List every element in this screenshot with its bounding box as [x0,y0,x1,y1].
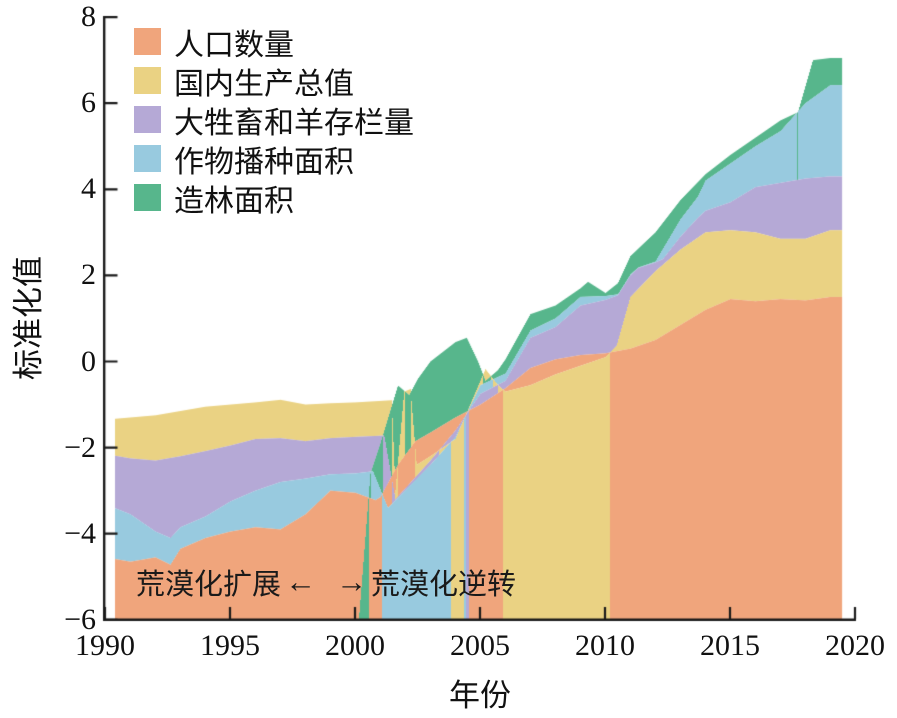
y-tick-label: −2 [64,430,96,464]
legend-swatch-afforestation-icon [134,184,161,211]
arrow-right-icon: → [336,563,368,599]
legend-swatch-population-icon [134,28,161,55]
legend-item-population: 人口数量 [134,22,414,62]
y-tick-label: 2 [81,258,96,292]
legend-swatch-livestock-icon [134,106,161,133]
annotation-reversal-text: 荒漠化逆转 [371,568,517,601]
legend-label-livestock: 大牲畜和羊存栏量 [174,106,414,140]
x-tick-label: 2015 [700,629,760,662]
y-tick-label: 6 [81,86,96,120]
arrow-left-icon: ← [285,563,317,599]
x-tick-label: 2005 [450,629,510,662]
legend-label-afforestation: 造林面积 [174,184,294,218]
legend-item-gdp: 国内生产总值 [134,61,414,101]
legend-swatch-crop-area-icon [134,145,161,172]
y-tick-label: 8 [81,0,96,34]
legend-label-crop-area: 作物播种面积 [174,145,354,179]
legend-item-afforestation: 造林面积 [134,178,414,218]
legend: 人口数量 国内生产总值 大牲畜和羊存栏量 作物播种面积 造林面积 [134,22,414,218]
legend-swatch-gdp-icon [134,67,161,94]
annotation-expansion-text: 荒漠化扩展 [136,568,282,601]
x-tick-label: 2000 [325,629,385,662]
y-tick-label: 0 [81,344,96,378]
legend-item-livestock: 大牲畜和羊存栏量 [134,100,414,140]
legend-label-gdp: 国内生产总值 [174,67,354,101]
y-tick-label: −4 [64,516,96,550]
x-tick-label: 1990 [75,629,135,662]
legend-label-population: 人口数量 [174,28,294,62]
annotation-desertification: 荒漠化扩展 ← → 荒漠化逆转 [136,561,516,603]
legend-item-crop-area: 作物播种面积 [134,139,414,179]
y-tick-label: 4 [81,172,96,206]
x-tick-label: 2010 [575,629,635,662]
x-tick-label: 2020 [825,629,885,662]
x-tick-label: 1995 [200,629,260,662]
x-axis-title: 年份 [449,678,511,713]
y-tick-label: −6 [64,602,96,636]
